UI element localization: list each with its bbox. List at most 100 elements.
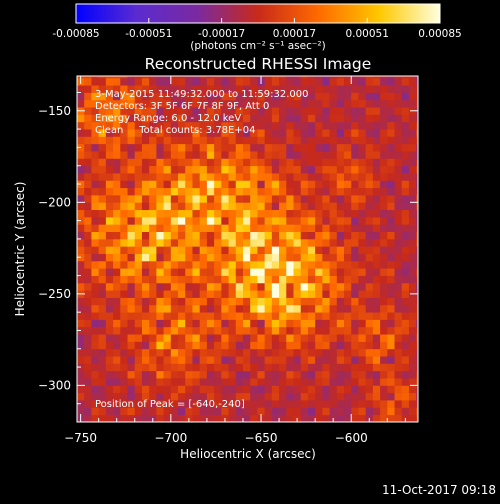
heatmap-cell (380, 297, 388, 306)
heatmap-cell (408, 378, 417, 386)
heatmap-cell (315, 209, 323, 218)
heatmap-cell (387, 99, 395, 108)
heatmap-cell (315, 378, 323, 386)
heatmap-cell (214, 158, 222, 167)
y-axis-label: Heliocentric Y (arcsec) (13, 182, 27, 317)
heatmap-cell (329, 260, 338, 269)
heatmap-cell (84, 319, 92, 328)
heatmap-cell (401, 326, 410, 335)
heatmap-cell (98, 334, 107, 342)
heatmap-cell (105, 99, 114, 108)
heatmap-cell (322, 334, 330, 342)
heatmap-cell (322, 275, 330, 284)
heatmap-cell (408, 114, 417, 123)
heatmap-cell (149, 400, 157, 408)
heatmap-cell (286, 231, 294, 240)
heatmap-cell (221, 85, 229, 93)
colorbar-tick-label: -0.00051 (125, 28, 172, 40)
heatmap-cell (113, 238, 121, 247)
heatmap-cell (235, 187, 244, 196)
heatmap-cell (286, 407, 294, 416)
heatmap-cell (156, 363, 165, 372)
heatmap-cell (380, 414, 388, 422)
heatmap-cell (394, 319, 403, 328)
heatmap-cell (113, 253, 121, 262)
heatmap-cell (98, 121, 107, 130)
heatmap-cell (351, 165, 359, 174)
heatmap-cell (250, 400, 258, 408)
heatmap-cell (91, 77, 100, 86)
heatmap-cell (235, 253, 244, 262)
heatmap-cell (120, 107, 128, 115)
heatmap-cell (141, 275, 150, 284)
heatmap-cell (250, 129, 258, 137)
heatmap-cell (401, 216, 410, 225)
heatmap-cell (185, 312, 193, 320)
heatmap-cell (401, 253, 410, 262)
heatmap-cell (401, 224, 410, 233)
heatmap-cell (365, 356, 374, 364)
heatmap-cell (351, 385, 359, 394)
heatmap-cell (401, 312, 410, 320)
heatmap-cell (293, 304, 302, 313)
heatmap-cell (408, 216, 417, 225)
heatmap-cell (279, 290, 287, 298)
heatmap-cell (416, 348, 418, 357)
heatmap-cell (286, 202, 294, 211)
heatmap-cell (257, 348, 266, 357)
heatmap-cell (91, 165, 100, 174)
heatmap-cell (84, 341, 92, 350)
heatmap-cell (192, 158, 201, 167)
heatmap-cell (214, 165, 222, 174)
y-tick-label: −300 (38, 378, 71, 392)
heatmap-cell (134, 385, 143, 394)
heatmap-cell (250, 92, 258, 101)
heatmap-cell (105, 326, 114, 335)
heatmap-cell (250, 378, 258, 386)
heatmap-cell (214, 151, 222, 159)
heatmap-cell (271, 326, 280, 335)
heatmap-cell (257, 85, 266, 93)
heatmap-cell (336, 143, 345, 152)
heatmap-cell (380, 312, 388, 320)
heatmap-cell (214, 107, 222, 115)
heatmap-cell (401, 304, 410, 313)
heatmap-cell (264, 348, 273, 357)
heatmap-cell (84, 392, 92, 401)
heatmap-cell (372, 312, 381, 320)
heatmap-cell (416, 297, 418, 306)
heatmap-cell (307, 400, 316, 408)
heatmap-cell (84, 290, 92, 298)
heatmap-cell (141, 209, 150, 218)
heatmap-cell (286, 282, 294, 291)
heatmap-cell (156, 268, 165, 276)
heatmap-cell (163, 129, 172, 137)
heatmap-cell (134, 392, 143, 401)
heatmap-cell (134, 231, 143, 240)
heatmap-cell (365, 158, 374, 167)
heatmap-cell (235, 363, 244, 372)
heatmap-cell (91, 143, 100, 152)
heatmap-cell (380, 341, 388, 350)
heatmap-cell (185, 385, 193, 394)
heatmap-cell (127, 392, 136, 401)
heatmap-cell (235, 356, 244, 364)
heatmap-cell (336, 202, 345, 211)
heatmap-cell (286, 312, 294, 320)
heatmap-cell (329, 341, 338, 350)
heatmap-cell (408, 85, 417, 93)
annotation-time-range: 3-May-2015 11:49:32.000 to 11:59:32.000 (95, 89, 308, 100)
heatmap-cell (365, 77, 374, 86)
heatmap-cell (271, 92, 280, 101)
heatmap-cell (185, 275, 193, 284)
heatmap-cell (365, 216, 374, 225)
heatmap-cell (279, 238, 287, 247)
heatmap-cell (170, 356, 179, 364)
heatmap-cell (149, 348, 157, 357)
heatmap-cell (336, 216, 345, 225)
heatmap-cell (271, 194, 280, 203)
heatmap-cell (206, 290, 215, 298)
heatmap-cell (416, 202, 418, 211)
heatmap-cell (235, 224, 244, 233)
heatmap-cell (206, 312, 215, 320)
